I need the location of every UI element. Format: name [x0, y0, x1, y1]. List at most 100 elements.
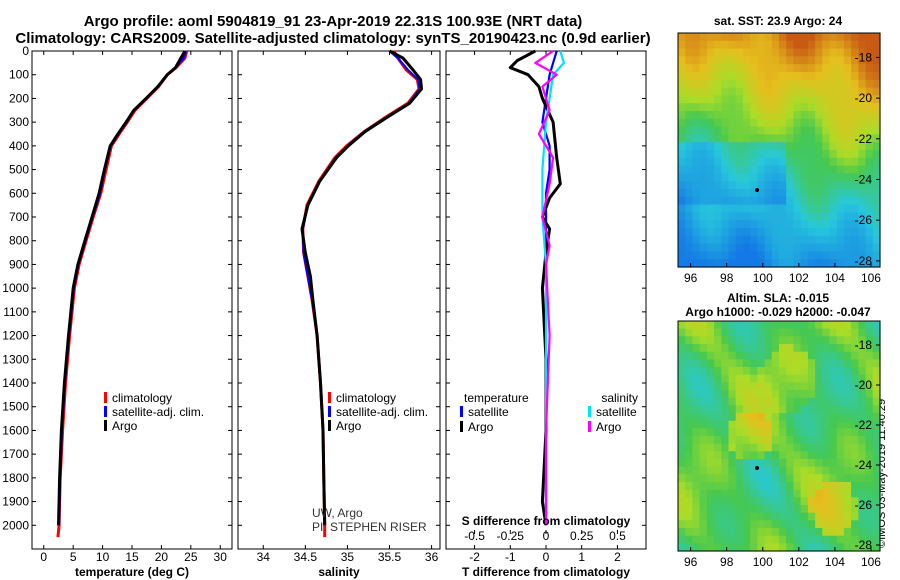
- sla-map-cell: [735, 436, 744, 445]
- sst-map-cell: [685, 196, 693, 206]
- sst-map-cell: [822, 33, 831, 42]
- diff-s-tick-label: -0.5: [464, 529, 485, 543]
- sst-map-cell: [692, 251, 701, 260]
- sst-map-cell: [786, 243, 794, 252]
- sla-map-cell: [735, 535, 744, 544]
- title-line-1: Argo profile: aoml 5904819_91 23-Apr-201…: [83, 13, 583, 30]
- sst-map-cell: [685, 103, 693, 112]
- sst-map-cell: [764, 126, 773, 135]
- sst-map-cell: [800, 33, 809, 42]
- sla-map-cell: [742, 420, 751, 429]
- sst-map-cell: [714, 251, 722, 260]
- sla-map-cell: [858, 336, 867, 345]
- diff-legend-label: satellite: [468, 405, 509, 419]
- sst-map-cell: [750, 118, 758, 128]
- sst-map-cell: [692, 204, 701, 213]
- sst-map-cell: [872, 87, 881, 96]
- sla-map-cell: [829, 497, 838, 506]
- sst-map-cell: [851, 150, 859, 159]
- sst-map-cell: [779, 204, 787, 213]
- salinity-legend-label: satellite-adj. clim.: [336, 405, 428, 419]
- sst-map-cell: [822, 79, 831, 89]
- sst-map-cell: [786, 103, 794, 112]
- sst-map-cell: [721, 259, 730, 268]
- sst-map-cell: [858, 228, 867, 237]
- sla-map-cell: [800, 382, 809, 391]
- sst-map-cell: [699, 40, 708, 50]
- sst-map-cell: [692, 235, 701, 245]
- depth-tick-label: 0: [22, 44, 29, 58]
- sla-map-cell: [721, 420, 730, 429]
- sst-map-cell: [728, 79, 737, 89]
- sla-map-cell: [678, 474, 686, 483]
- sst-map-cell: [685, 204, 693, 213]
- sst-map-cell: [865, 228, 874, 237]
- sla-map-cell: [771, 413, 780, 422]
- sla-map-cell: [865, 543, 874, 552]
- sla-map-cell: [721, 535, 730, 544]
- sla-map-cell: [771, 359, 780, 368]
- sla-map-cell: [678, 443, 686, 452]
- sla-map-cell: [692, 451, 701, 460]
- sla-map-cell: [750, 497, 758, 506]
- sst-map-cell: [786, 150, 794, 159]
- sla-map-cell: [800, 528, 809, 537]
- sla-map-cell: [822, 520, 831, 529]
- sst-map-cell: [872, 64, 881, 73]
- sla-map-cell: [851, 336, 859, 345]
- sla-map-cell: [822, 428, 831, 437]
- diff-legend-swatch: [588, 406, 591, 417]
- sst-map-cell: [699, 157, 708, 167]
- sla-map-cell: [742, 543, 751, 552]
- sst-map-cell: [742, 142, 751, 151]
- sst-map-cell: [735, 40, 744, 50]
- sla-map-cell: [764, 344, 773, 353]
- sst-map-cell: [757, 204, 766, 213]
- sst-map-cell: [728, 259, 737, 268]
- sla-map-cell: [771, 428, 780, 437]
- sst-map-cell: [714, 150, 722, 159]
- sla-map-cell: [728, 497, 737, 506]
- sla-map-cell: [822, 535, 831, 544]
- salinity-xtick-label: 34: [257, 550, 271, 564]
- sla-map-cell: [872, 328, 881, 337]
- sst-map-cell: [865, 64, 874, 73]
- sst-map-cell: [678, 72, 686, 81]
- sst-map-cell: [800, 259, 809, 268]
- sla-map-cell: [872, 466, 881, 475]
- sla-map-cell: [678, 512, 686, 521]
- sla-map-cell: [800, 397, 809, 406]
- sst-map-cell: [721, 196, 730, 206]
- sst-map-cell: [692, 64, 701, 73]
- sst-map-cell: [692, 181, 701, 190]
- sla-map-cell: [872, 543, 881, 552]
- sla-map-cell: [757, 489, 766, 498]
- sst-map-cell: [771, 40, 780, 50]
- sla-map-cell: [735, 420, 744, 429]
- sst-map-cell: [771, 189, 780, 198]
- sst-map-cell: [858, 235, 867, 245]
- sla-map-xtick-label: 98: [720, 555, 734, 569]
- sst-map-cell: [807, 204, 816, 213]
- sst-map-cell: [793, 220, 802, 229]
- sla-map-cell: [836, 443, 845, 452]
- sla-map-cell: [757, 497, 766, 506]
- sla-map-cell: [757, 344, 766, 353]
- sst-map-cell: [714, 235, 722, 245]
- sst-map-cell: [779, 228, 787, 237]
- sla-map-cell: [779, 405, 787, 414]
- sla-map-cell: [858, 482, 867, 491]
- sst-map-cell: [750, 72, 758, 81]
- sst-map-cell: [807, 157, 816, 167]
- sla-map-cell: [815, 505, 823, 514]
- sst-map-cell: [714, 181, 722, 190]
- sst-map-cell: [757, 189, 766, 198]
- sst-map-cell: [750, 243, 758, 252]
- sst-map-cell: [757, 33, 766, 42]
- sla-map-cell: [786, 505, 794, 514]
- sla-map-cell: [829, 420, 838, 429]
- sst-map-cell: [678, 79, 686, 89]
- sst-map-cell: [800, 228, 809, 237]
- sla-map-cell: [843, 466, 852, 475]
- sst-map-cell: [800, 118, 809, 128]
